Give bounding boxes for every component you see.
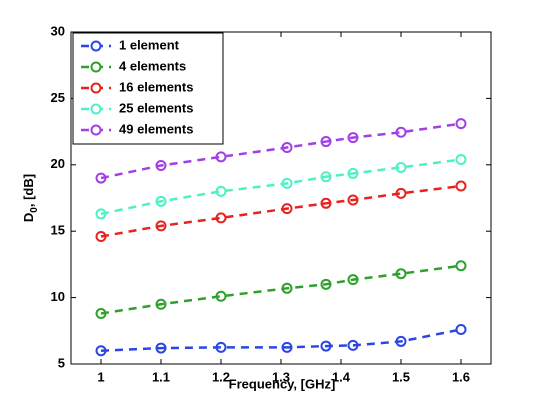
x-axis-label: Frequency, [GHz] (229, 376, 336, 391)
data-point (95, 308, 107, 320)
data-point (347, 339, 359, 351)
data-point (455, 260, 467, 272)
data-point (395, 268, 407, 280)
x-tick-label: 1.1 (152, 369, 170, 384)
legend-marker (90, 61, 102, 73)
y-tick-label: 25 (51, 90, 65, 105)
legend-marker (90, 124, 102, 136)
legend-marker (90, 103, 102, 115)
data-point (281, 282, 293, 294)
series-line (100, 328, 462, 352)
data-point (215, 341, 227, 353)
y-tick-label: 5 (58, 355, 65, 370)
series-line (100, 264, 462, 315)
data-point (455, 118, 467, 130)
x-tick-label: 1.3 (272, 369, 290, 384)
legend-label: 49 elements (119, 121, 193, 136)
data-point (155, 298, 167, 310)
data-point (347, 274, 359, 286)
data-point (455, 153, 467, 165)
x-tick-label: 1.5 (392, 369, 410, 384)
y-label-sub: 0 (29, 207, 40, 213)
legend-marker (90, 40, 102, 52)
data-point (320, 197, 332, 209)
y-tick-label: 30 (51, 23, 65, 38)
series-line (100, 184, 462, 238)
data-point (320, 278, 332, 290)
data-point (281, 177, 293, 189)
y-tick-label: 20 (51, 156, 65, 171)
data-point (395, 126, 407, 138)
x-tick-label: 1 (97, 369, 104, 384)
y-tick-label: 10 (51, 289, 65, 304)
data-point (347, 132, 359, 144)
y-label-rest: , [dB] (21, 174, 36, 207)
data-point (155, 195, 167, 207)
data-point (395, 161, 407, 173)
y-axis-label: D0, [dB] (21, 174, 39, 222)
data-point (281, 142, 293, 154)
data-point (155, 220, 167, 232)
series-line (100, 122, 462, 180)
x-tick-label: 1.4 (332, 369, 351, 384)
legend-marker (90, 82, 102, 94)
y-tick-label: 15 (51, 223, 65, 238)
data-point (215, 290, 227, 302)
data-point (95, 345, 107, 357)
data-point (155, 159, 167, 171)
y-label-base: D (21, 213, 36, 222)
legend-label: 4 elements (119, 58, 186, 73)
data-point (155, 342, 167, 354)
data-point (95, 208, 107, 220)
data-point (395, 187, 407, 199)
x-tick-label: 1.2 (212, 369, 230, 384)
data-point (281, 341, 293, 353)
data-point (215, 185, 227, 197)
data-point (395, 335, 407, 347)
data-point (281, 203, 293, 215)
data-point (320, 171, 332, 183)
data-point (215, 151, 227, 163)
legend-label: 16 elements (119, 79, 193, 94)
legend-label: 25 elements (119, 100, 193, 115)
data-point (455, 180, 467, 192)
data-point (95, 231, 107, 243)
data-point (320, 136, 332, 148)
series-line (100, 158, 462, 216)
data-point (347, 167, 359, 179)
data-point (455, 323, 467, 335)
data-point (320, 340, 332, 352)
legend-label: 1 element (119, 37, 180, 52)
data-point (347, 194, 359, 206)
data-point (95, 172, 107, 184)
data-point (215, 212, 227, 224)
x-tick-label: 1.6 (452, 369, 470, 384)
